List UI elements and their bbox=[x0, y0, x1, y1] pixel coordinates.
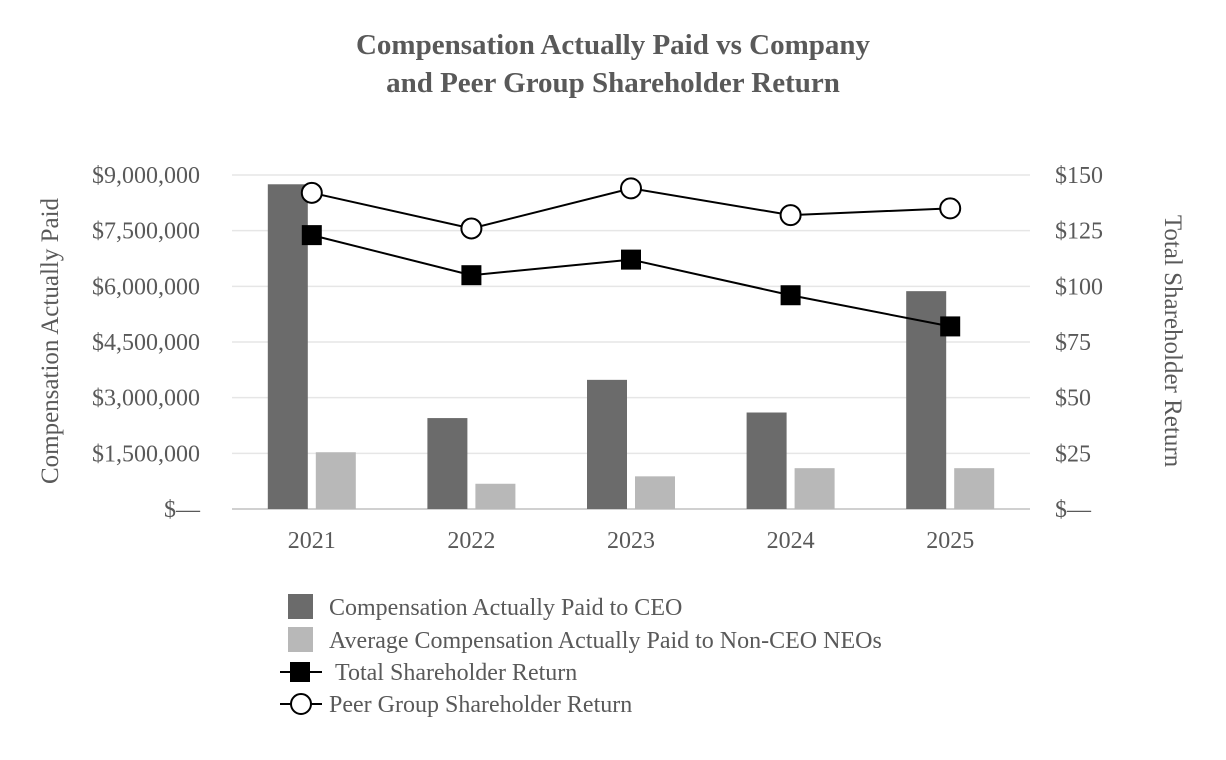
legend: Compensation Actually Paid to CEO Average… bbox=[280, 594, 882, 718]
right-tick-label: $100 bbox=[1055, 274, 1103, 300]
right-tick-label: $125 bbox=[1055, 219, 1103, 245]
x-tick-label: 2022 bbox=[447, 528, 495, 554]
right-tick-label: $50 bbox=[1055, 386, 1091, 412]
bar-ceo-2022 bbox=[427, 418, 468, 509]
right-axis-ticks: $— $25 $50 $75 $100 $125 $150 bbox=[1055, 163, 1103, 523]
x-tick-label: 2021 bbox=[288, 528, 336, 554]
right-tick-label: $75 bbox=[1055, 330, 1091, 356]
tsr-marker-2022 bbox=[461, 265, 482, 286]
tsr-marker-2023 bbox=[621, 249, 641, 270]
bar-non-ceo-2023 bbox=[635, 476, 675, 509]
left-tick-label: $6,000,000 bbox=[92, 274, 200, 300]
left-tick-label: $3,000,000 bbox=[92, 386, 200, 412]
legend-marker-tsr-line bbox=[290, 662, 310, 682]
peer-tsr-marker-2023 bbox=[620, 177, 642, 200]
left-tick-label: $4,500,000 bbox=[92, 330, 200, 356]
legend-swatch-ceo-bar bbox=[288, 594, 313, 619]
x-tick-label: 2025 bbox=[926, 528, 974, 554]
x-tick-label: 2023 bbox=[607, 528, 655, 554]
bar-ceo-2025 bbox=[906, 291, 947, 509]
bar-non-ceo-2021 bbox=[315, 452, 356, 509]
peer-tsr-marker-2021 bbox=[300, 181, 323, 204]
bar-ceo-2021 bbox=[267, 184, 308, 509]
peer-tsr-marker-2024 bbox=[779, 204, 802, 227]
lines bbox=[300, 177, 962, 337]
grid bbox=[232, 174, 1030, 510]
peer-tsr-marker-2022 bbox=[460, 217, 483, 240]
left-axis-title: Compensation Actually Paid bbox=[37, 197, 64, 484]
bar-ceo-2023 bbox=[587, 379, 627, 509]
legend-label-ceo-bar: Compensation Actually Paid to CEO bbox=[329, 595, 682, 621]
tsr-line bbox=[311, 234, 951, 328]
tsr-marker-2025 bbox=[940, 316, 961, 337]
chart-title-line-2: and Peer Group Shareholder Return bbox=[386, 67, 840, 99]
tsr-marker-2021 bbox=[301, 225, 322, 246]
chart-title-line-1: Compensation Actually Paid vs Company bbox=[356, 29, 871, 61]
right-tick-label: $25 bbox=[1055, 441, 1091, 467]
legend-swatch-non-ceo-bar bbox=[288, 627, 313, 652]
legend-label-non-ceo-bar: Average Compensation Actually Paid to No… bbox=[329, 628, 882, 654]
left-tick-label: $7,500,000 bbox=[92, 219, 200, 245]
right-tick-label: $— bbox=[1055, 497, 1092, 523]
left-axis-ticks: $— $1,500,000 $3,000,000 $4,500,000 $6,000,0… bbox=[92, 163, 201, 523]
peer-tsr-marker-2025 bbox=[939, 197, 962, 220]
right-axis-title: Total Shareholder Return bbox=[1159, 215, 1186, 468]
bar-non-ceo-2022 bbox=[475, 483, 516, 509]
bars bbox=[267, 184, 995, 509]
x-tick-label: 2024 bbox=[767, 528, 815, 554]
left-tick-label: $1,500,000 bbox=[92, 441, 200, 467]
x-axis-ticks: 2021 2022 2023 2024 2025 bbox=[288, 528, 974, 554]
left-tick-label: $— bbox=[164, 497, 201, 523]
legend-label-tsr-line: Total Shareholder Return bbox=[335, 660, 577, 686]
legend-marker-peer-tsr-line bbox=[290, 693, 312, 715]
left-tick-label: $9,000,000 bbox=[92, 163, 200, 189]
tsr-marker-2024 bbox=[780, 285, 801, 306]
bar-non-ceo-2025 bbox=[954, 468, 995, 509]
right-tick-label: $150 bbox=[1055, 163, 1103, 189]
bar-ceo-2024 bbox=[746, 412, 787, 509]
legend-label-peer-tsr-line: Peer Group Shareholder Return bbox=[329, 692, 632, 718]
bar-non-ceo-2024 bbox=[794, 468, 835, 509]
